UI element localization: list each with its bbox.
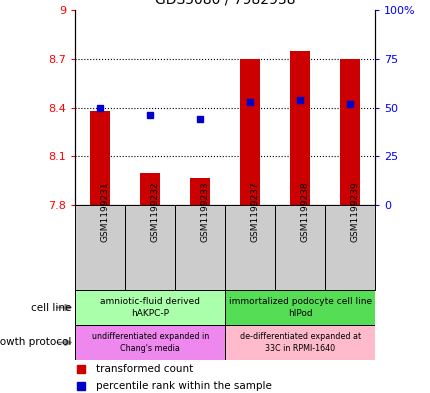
Bar <box>75 290 224 325</box>
Text: growth protocol: growth protocol <box>0 338 71 347</box>
Text: transformed count: transformed count <box>96 364 193 374</box>
Text: GSM1199239: GSM1199239 <box>349 182 358 242</box>
Text: GSM1199233: GSM1199233 <box>200 182 209 242</box>
Text: immortalized podocyte cell line
hIPod: immortalized podocyte cell line hIPod <box>228 298 371 318</box>
Text: GSM1199232: GSM1199232 <box>150 182 159 242</box>
Bar <box>324 205 374 290</box>
Bar <box>190 178 210 205</box>
Bar <box>274 205 324 290</box>
Text: GSM1199238: GSM1199238 <box>299 182 308 242</box>
Bar <box>339 59 359 205</box>
Title: GDS5080 / 7982938: GDS5080 / 7982938 <box>155 0 295 6</box>
Bar <box>140 173 160 205</box>
Bar <box>289 51 309 205</box>
Bar <box>240 59 260 205</box>
Bar <box>125 205 175 290</box>
Text: undifferentiated expanded in
Chang's media: undifferentiated expanded in Chang's med… <box>92 332 209 353</box>
Text: GSM1199231: GSM1199231 <box>100 182 109 242</box>
Bar <box>224 290 374 325</box>
Text: cell line: cell line <box>31 303 71 312</box>
Bar <box>90 111 110 205</box>
Bar <box>224 325 374 360</box>
Bar <box>75 325 224 360</box>
Text: GSM1199237: GSM1199237 <box>249 182 258 242</box>
Text: amniotic-fluid derived
hAKPC-P: amniotic-fluid derived hAKPC-P <box>100 298 200 318</box>
Bar <box>75 205 125 290</box>
Bar <box>175 205 225 290</box>
Bar <box>224 205 274 290</box>
Text: de-differentiated expanded at
33C in RPMI-1640: de-differentiated expanded at 33C in RPM… <box>239 332 360 353</box>
Text: percentile rank within the sample: percentile rank within the sample <box>96 381 272 391</box>
